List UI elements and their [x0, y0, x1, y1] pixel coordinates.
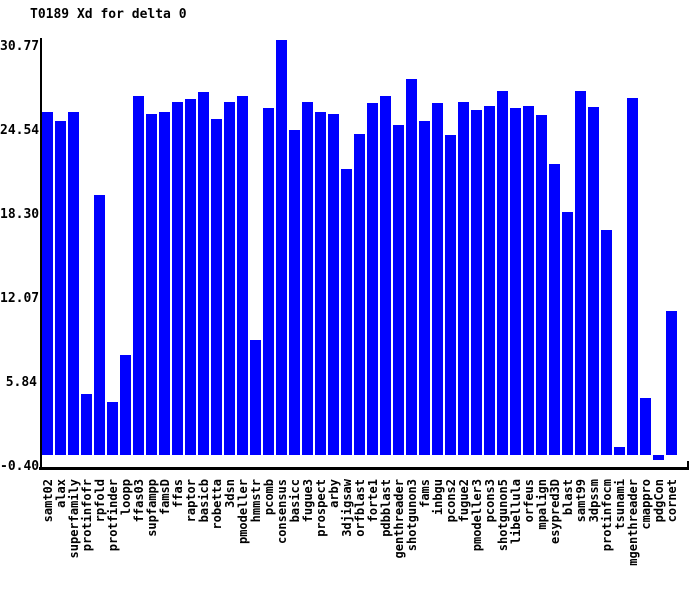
bar-orfeus: [523, 106, 534, 455]
bar-alax: [55, 121, 66, 455]
bar-basicc: [289, 130, 300, 455]
bar-consensus: [276, 40, 287, 455]
bar-pdgCon: [653, 455, 664, 460]
bar-raptor: [185, 99, 196, 455]
bar-3dsn: [224, 102, 235, 455]
x-axis-line: [39, 467, 689, 470]
bar-genthreader: [393, 125, 404, 455]
y-axis-line: [40, 38, 42, 470]
bar-protinfocm: [601, 230, 612, 455]
bar-hmmstr: [250, 340, 261, 455]
bar-forte1: [367, 103, 378, 455]
bar-mpalign: [536, 115, 547, 455]
bar-tsunami: [614, 447, 625, 455]
bar-fams: [419, 121, 430, 455]
bar-ffas: [172, 102, 183, 455]
bar-inbgu: [432, 103, 443, 455]
y-tick-label: -0.40: [0, 459, 40, 474]
bar-famsD: [159, 112, 170, 455]
chart-title: T0189 Xd for delta 0: [30, 7, 187, 22]
bar-cornet: [666, 311, 677, 455]
bar-samt02: [42, 112, 53, 455]
bar-pmodeller: [237, 96, 248, 455]
y-tick-label: 5.84: [5, 375, 37, 390]
bar-shotgunon5: [497, 91, 508, 455]
bar-basicb: [198, 92, 209, 455]
bar-superfamily: [68, 112, 79, 455]
bar-3djigsaw: [341, 169, 352, 455]
bar-blast: [562, 212, 573, 455]
x-axis-end-tick: [687, 461, 689, 470]
bar-fugue3: [302, 102, 313, 455]
bar-protfinder: [107, 402, 118, 455]
bar-shotgunon3: [406, 79, 417, 455]
y-tick-label: 18.30: [0, 207, 40, 222]
bar-pdbblast: [380, 96, 391, 455]
y-tick-label: 12.07: [0, 291, 40, 306]
bar-pcons2: [445, 135, 456, 455]
bar-cmappro: [640, 398, 651, 455]
bar-ffas03: [133, 96, 144, 455]
bar-arby: [328, 114, 339, 455]
bar-mgenthreader: [627, 98, 638, 455]
bar-pcons3: [484, 106, 495, 455]
bar-orfblast: [354, 134, 365, 455]
bar-3dpssm: [588, 107, 599, 455]
bar-fugue2: [458, 102, 469, 455]
bar-rpfold: [94, 195, 105, 455]
bar-robetta: [211, 119, 222, 455]
bar-protinfofr: [81, 394, 92, 455]
bar-loopp: [120, 355, 131, 455]
bar-samt99: [575, 91, 586, 455]
bar-pmodeller3: [471, 110, 482, 455]
bar-esypred3D: [549, 164, 560, 455]
bar-pcomb: [263, 108, 274, 455]
bar-libellula: [510, 108, 521, 455]
y-tick-label: 30.77: [0, 39, 40, 54]
bar-supfampp: [146, 114, 157, 455]
y-tick-label: 24.54: [0, 123, 40, 138]
bar-prospect: [315, 112, 326, 455]
